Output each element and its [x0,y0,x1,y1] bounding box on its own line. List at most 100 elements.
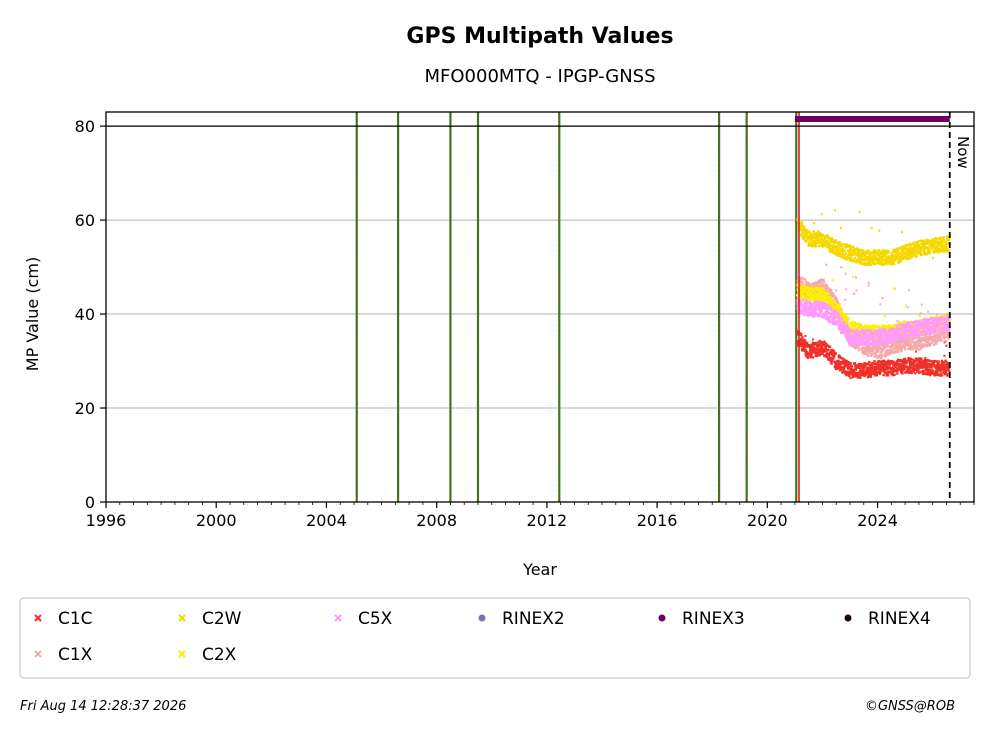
point-C2X-542 [887,326,890,329]
point-C1X-544 [888,345,891,348]
y-tick-label-40: 40 [75,305,95,324]
point-C2W-478 [876,260,880,264]
point-C1C-561 [891,372,894,375]
point-C1C-346 [854,374,858,377]
point-C5X-554 [890,340,893,343]
point-C1C-76 [808,344,811,347]
point-C1C-462 [874,374,877,377]
point-C5X-676 [910,326,913,329]
point-C5X-830 [936,320,939,324]
point-C2W-109 [814,245,818,248]
point-C1X-832 [936,335,940,339]
point-C2X-318 [849,327,853,331]
x-tick-label-2008: 2008 [416,511,457,530]
point-C2W-756 [923,249,926,252]
point-C1C-690 [912,359,916,362]
point-C1X-693 [913,346,916,349]
point-C5X-49 [804,310,807,313]
point-C2X-487 [878,326,881,329]
point-C5X-130 [817,301,821,304]
point-C5X-812 [932,325,936,328]
point-C5X-484 [878,336,881,340]
point-C1C-830 [936,373,939,376]
point-C5X-254 [839,322,843,325]
point-C1X-723 [918,337,921,340]
point-C1C-493 [879,369,882,373]
point-C5X-562 [891,335,894,338]
point-C1C-368 [857,365,861,368]
point-C2W-266 [841,244,844,247]
point-C2W-834 [936,240,940,244]
point-C5X-571 [892,328,895,331]
point-C1X-30 [801,277,804,280]
point-C1C-562 [891,373,895,377]
point-C5X-432 [869,336,872,339]
point-C5X-588 [895,326,899,329]
point-C1C-883 [944,364,948,367]
point-C2X-60 [806,286,810,290]
point-C2W-190 [828,242,832,245]
point-C2W-100 [813,243,816,246]
point-C2W-79 [809,237,812,241]
point-C5X-62 [806,313,809,317]
point-C2W-254 [839,254,842,257]
point-C1X-50 [805,280,808,284]
point-C5X-253 [838,320,841,323]
point-C2X-423 [867,324,871,328]
point-C2W-599 [897,248,900,251]
point-C5X-686 [912,322,916,325]
outlier-C1C-2 [943,341,946,344]
point-C5X-616 [900,332,903,335]
point-C5X-267 [841,322,844,326]
point-C5X-791 [930,330,933,333]
point-C1X-408 [865,352,869,356]
point-C1C-378 [860,366,864,369]
point-C2W-612 [899,256,902,260]
point-C2X-385 [861,333,864,336]
point-C2X-175 [825,294,829,297]
point-C5X-349 [855,329,858,332]
point-C2W-388 [862,258,865,262]
point-C1C-882 [944,372,948,376]
point-C5X-831 [935,318,939,321]
point-C1C-150 [821,351,824,355]
point-C1C-20 [799,337,803,341]
point-C1C-225 [834,352,837,355]
point-C5X-655 [907,335,910,338]
point-C1C-791 [930,366,933,369]
point-C1C-774 [927,365,930,369]
point-C5X-483 [877,340,881,343]
point-C1X-480 [876,349,880,352]
point-C2W-354 [856,251,860,254]
outlier-C1X-5 [919,312,922,315]
point-C2W-467 [874,262,877,265]
point-C2W-736 [920,242,923,246]
point-C2W-687 [912,254,915,257]
point-C5X-108 [814,314,817,318]
point-C2X-365 [858,324,861,327]
point-C1C-435 [869,371,872,375]
point-C5X-382 [860,329,864,332]
point-C2X-457 [873,329,876,332]
point-C2W-710 [916,252,919,255]
point-C5X-584 [894,336,897,340]
point-C5X-169 [824,314,828,317]
point-C1C-667 [908,367,911,370]
point-C5X-123 [816,314,820,318]
point-C5X-468 [875,340,878,344]
point-C5X-355 [855,336,859,340]
point-C2W-681 [911,247,914,250]
outlier-C1X-6 [825,263,828,266]
point-C5X-568 [892,331,895,334]
point-C1C-372 [859,363,862,366]
point-C2W-566 [892,261,895,264]
outlier-C5X-7 [896,319,899,322]
point-C5X-337 [853,338,856,341]
point-C2W-837 [937,243,941,247]
point-C1X-645 [905,341,908,344]
point-C5X-492 [880,340,883,343]
point-C5X-122 [816,303,820,306]
point-C2W-223 [833,241,836,245]
point-C1C-592 [895,361,899,365]
point-C2W-472 [875,249,878,253]
